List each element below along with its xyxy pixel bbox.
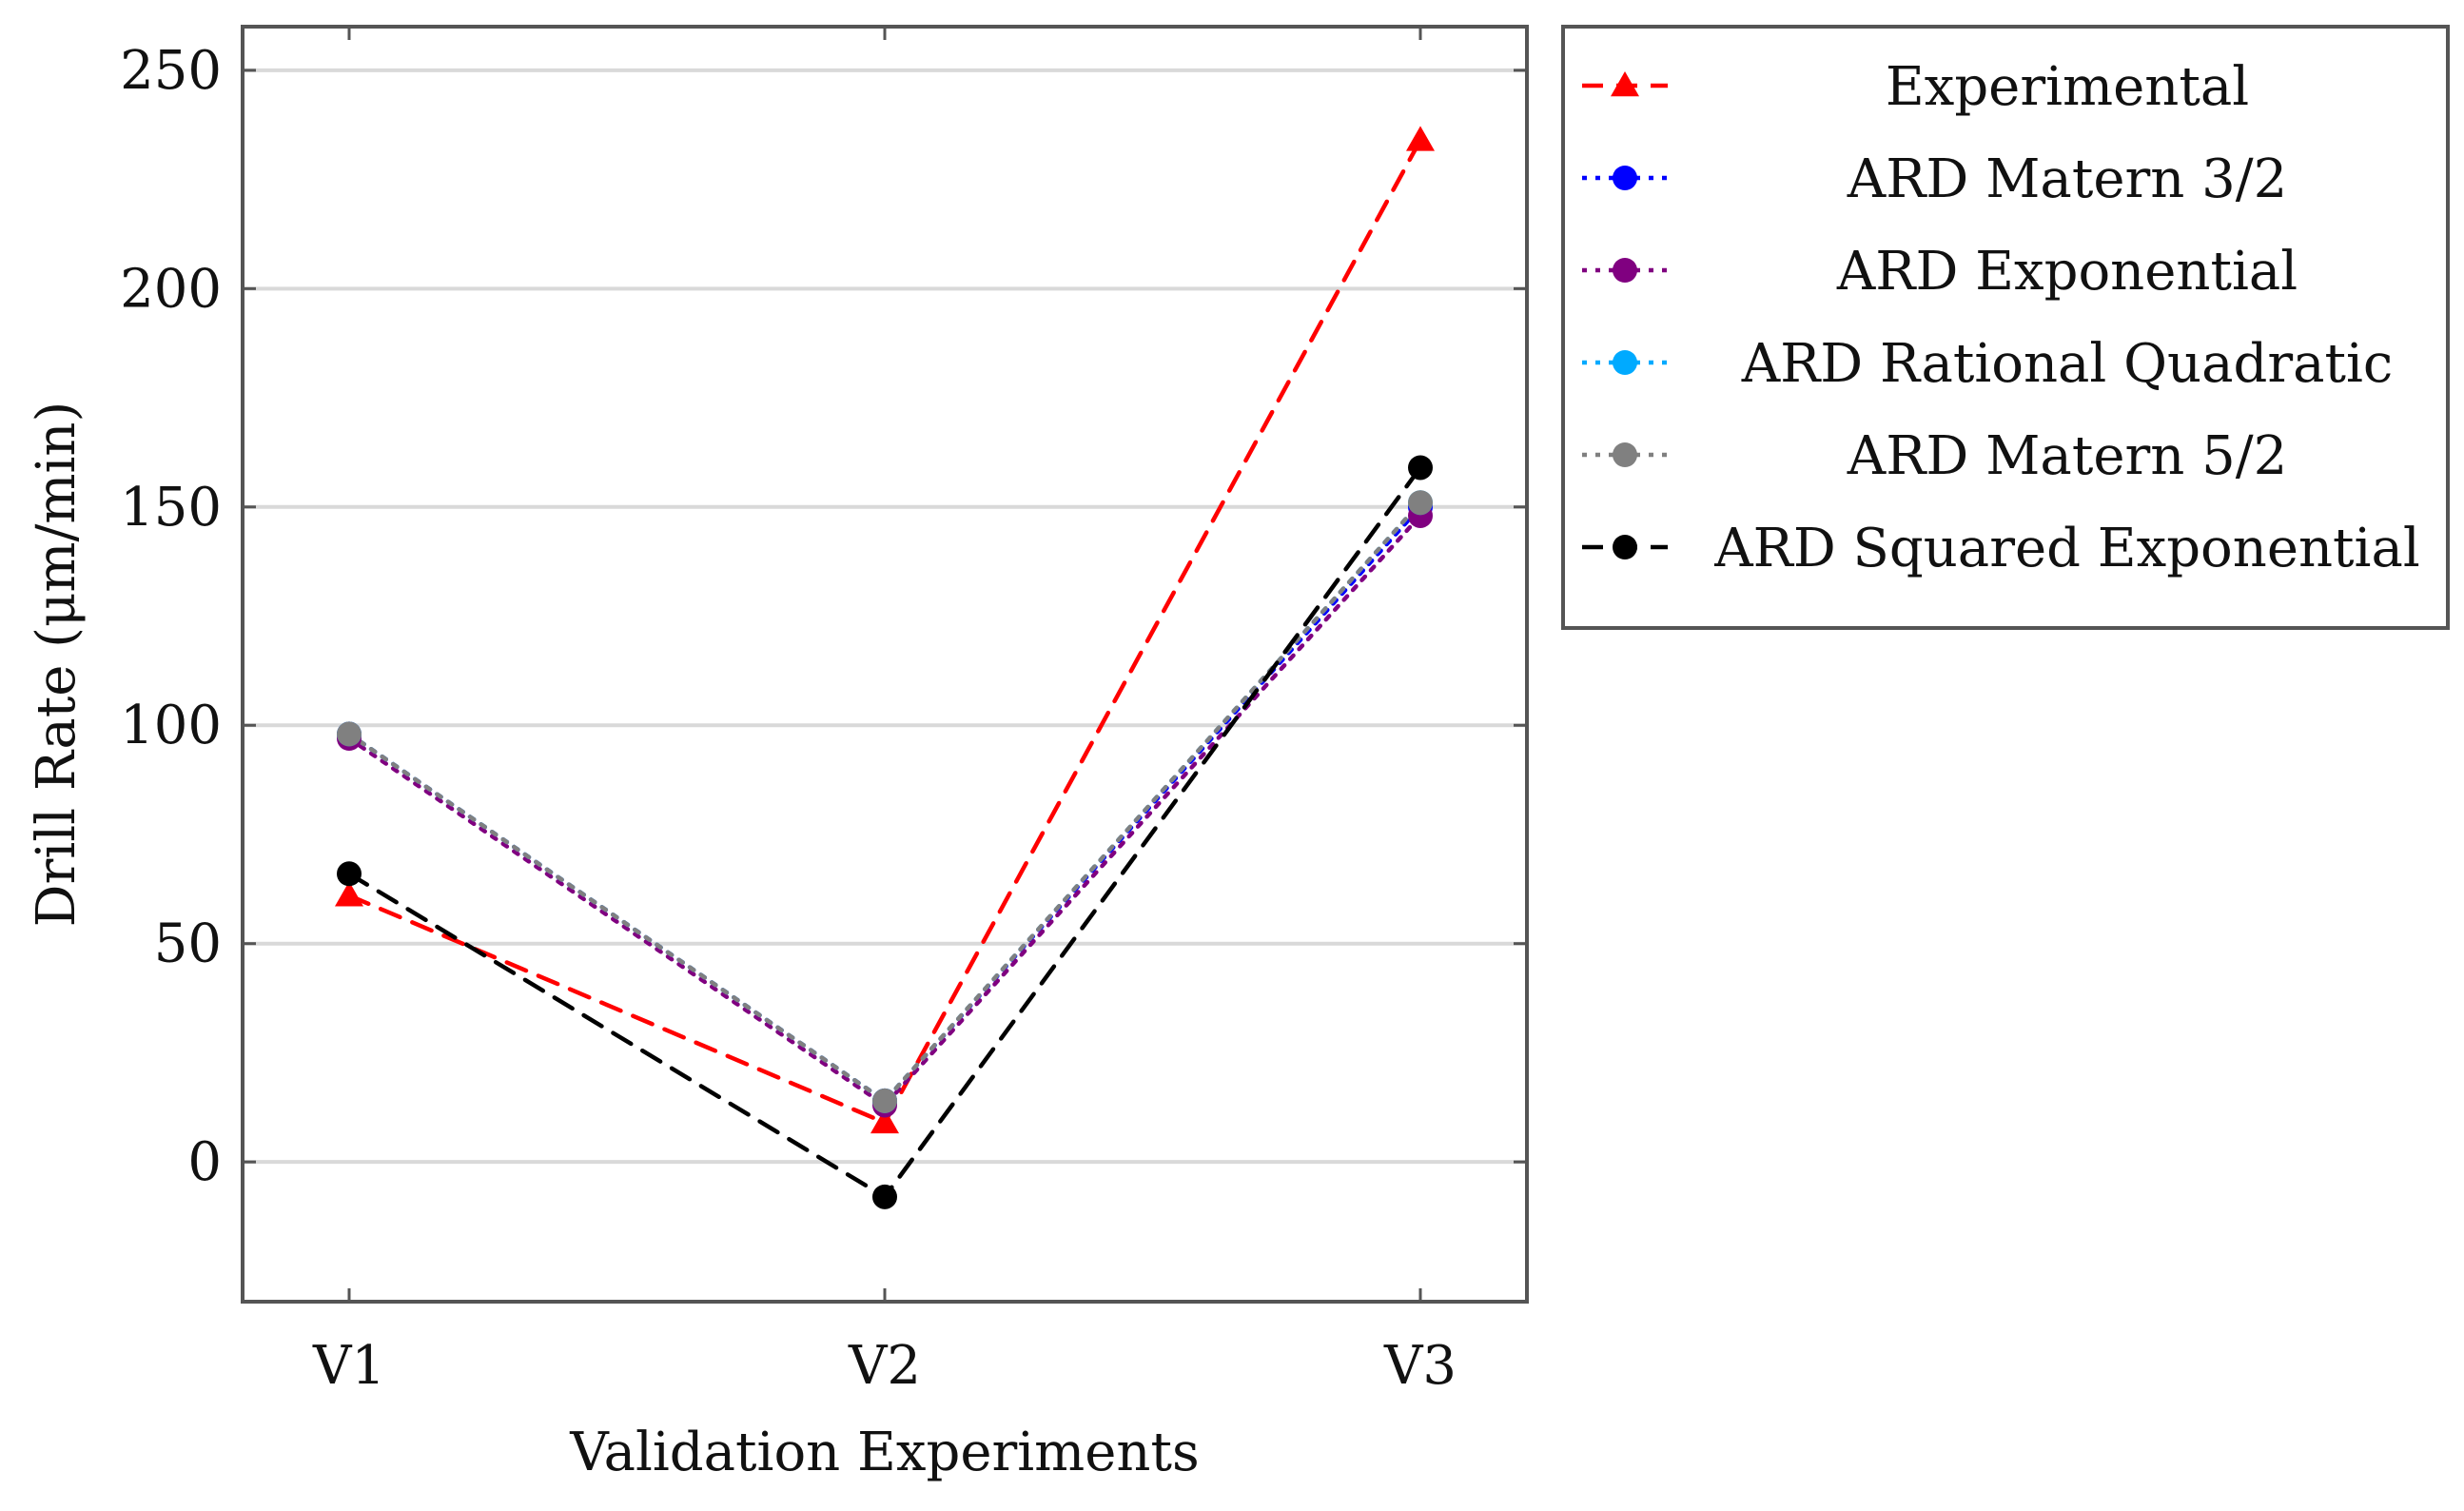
x-axis-ticks: V1 V2 V3 [312,27,1457,1397]
x-tick-label: V1 [312,1335,385,1397]
y-tick-label: 0 [187,1131,222,1193]
data-point-experimental [1406,126,1435,151]
legend-marker [1613,442,1637,467]
legend-marker [1613,166,1637,190]
data-point-ard-squared-exponential [1408,455,1433,481]
series-line-ard-exponential [346,513,1423,1109]
data-point-ard-squared-exponential [872,1184,897,1209]
series-markers [335,126,1435,1209]
data-point-ard-matern-5-2 [872,1088,897,1113]
y-tick-label: 200 [120,258,222,320]
data-point-ard-matern-5-2 [1408,490,1433,516]
gridlines [243,68,1527,1165]
y-tick-label: 150 [120,477,222,539]
y-axis-title: Drill Rate (μm/min) [26,402,88,928]
legend-marker [1613,350,1637,375]
legend-marker [1613,258,1637,283]
legend-label: ARD Rational Quadratic [1741,333,2394,395]
y-tick-label: 250 [120,40,222,102]
legend-label: ARD Matern 5/2 [1847,425,2287,487]
legend-marker [1611,71,1639,97]
data-point-ard-matern-5-2 [337,721,362,747]
y-tick-label: 50 [154,913,222,975]
y-axis-ticks: 0 50 100 150 200 250 [120,40,1527,1193]
data-point-experimental [335,881,363,907]
legend-label: ARD Matern 3/2 [1847,148,2287,210]
y-tick-label: 100 [120,695,222,756]
legend-label: ARD Squared Exponential [1713,518,2420,579]
legend-box [1561,25,2450,630]
legend-label: Experimental [1886,56,2249,118]
data-point-ard-squared-exponential [337,861,362,887]
legend-label: ARD Exponential [1836,241,2298,303]
data-point-experimental [870,1108,899,1134]
x-tick-label: V3 [1383,1335,1457,1397]
x-axis-title: Validation Experiments [569,1422,1199,1483]
legend-marker [1613,535,1637,559]
series-line-ard-matern-5-2 [346,500,1423,1104]
legend: Experimental ARD Matern 3/2 ARD Exponentia… [1561,25,2450,630]
x-tick-label: V2 [848,1335,921,1397]
